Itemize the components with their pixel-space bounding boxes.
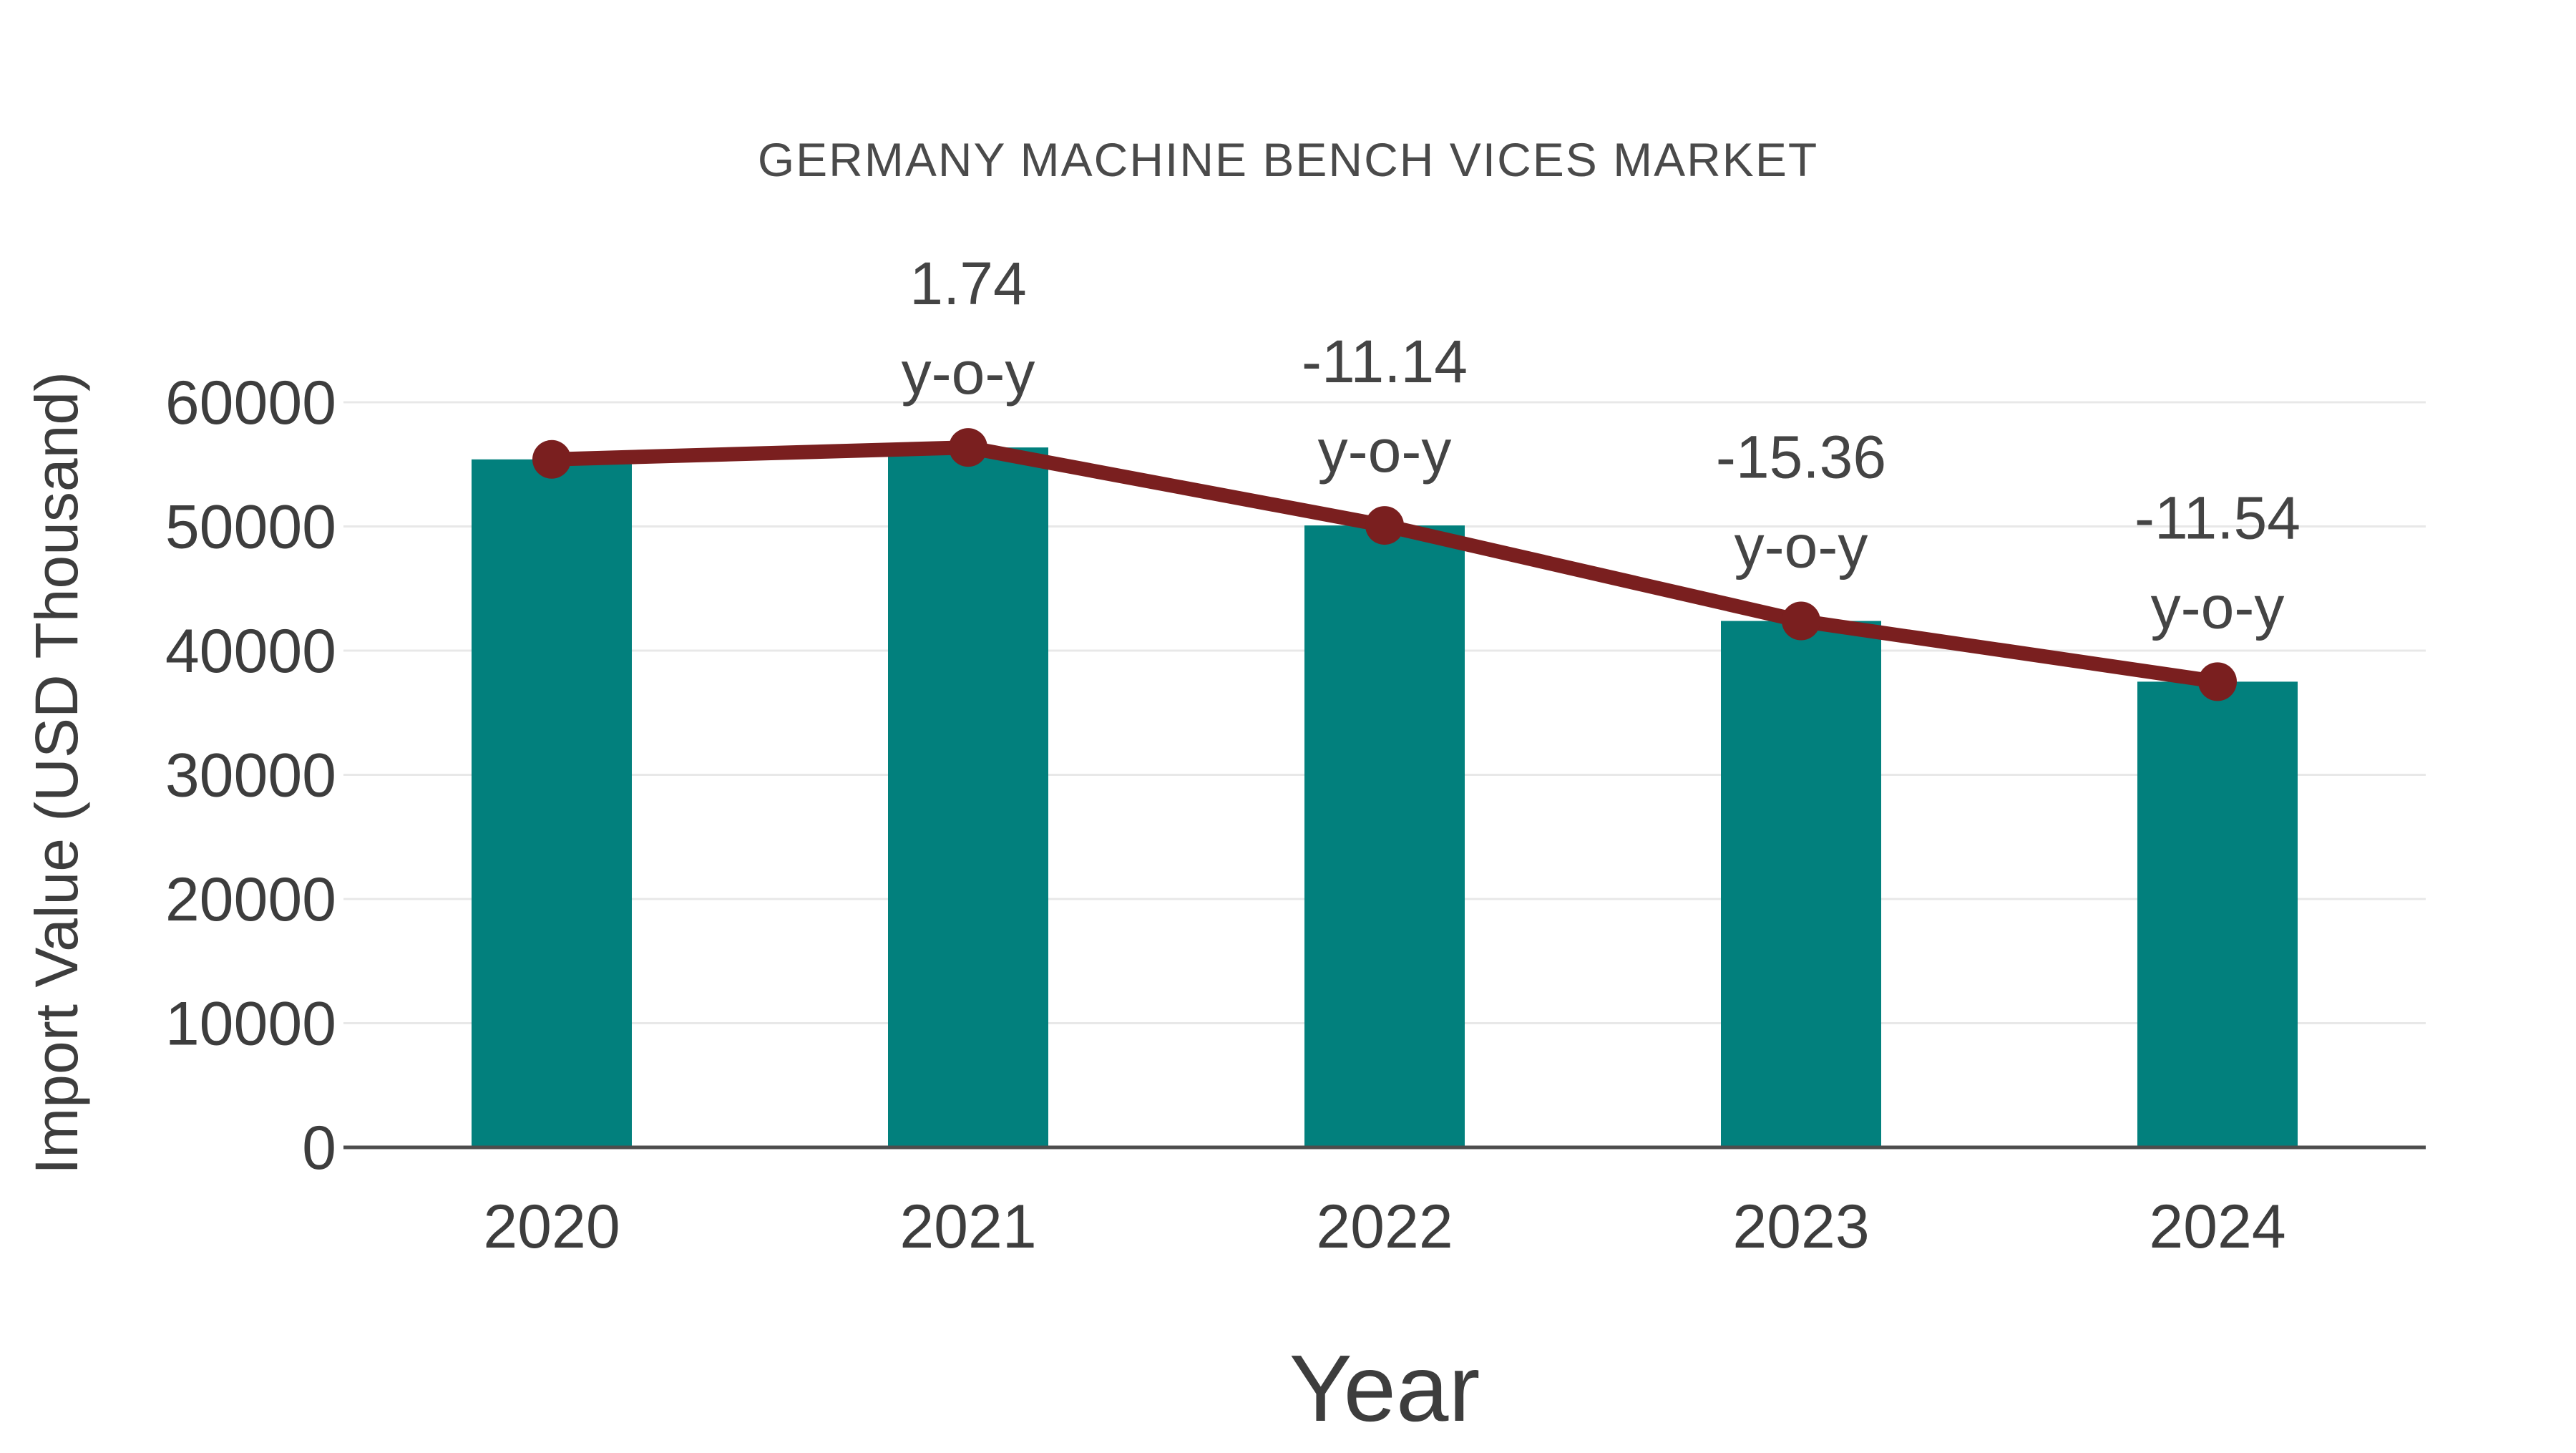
y-tick-label-20000: 20000 [165, 865, 336, 934]
annotation-value-2024: -11.54 [2135, 484, 2301, 551]
x-tick-labels: 2020 2021 2022 2023 2024 [483, 1192, 2285, 1261]
y-tick-label-40000: 40000 [165, 617, 336, 686]
marker-2020 [532, 439, 571, 479]
x-tick-label-2020: 2020 [483, 1192, 620, 1261]
annotation-value-2022: -11.14 [1302, 328, 1468, 395]
bar-2021 [888, 447, 1048, 1147]
chart-title: GERMANY MACHINE BENCH VICES MARKET [758, 133, 1818, 186]
y-tick-label-60000: 60000 [165, 369, 336, 437]
bar-2020 [472, 459, 632, 1147]
annotation-value-2023: -15.36 [1716, 424, 1886, 491]
marker-2023 [1782, 601, 1820, 641]
yoy-annotations: 1.74 y-o-y -11.14 y-o-y -15.36 y-o-y -11.54 y-o… [902, 250, 2301, 641]
annotation-suffix-2023: y-o-y [1735, 513, 1868, 580]
y-axis-title: Import Value (USD Thousand) [23, 371, 90, 1175]
marker-2024 [2198, 662, 2237, 701]
bar-2024 [2137, 681, 2298, 1147]
annotation-suffix-2024: y-o-y [2151, 573, 2285, 641]
x-axis-title: Year [1289, 1336, 1480, 1441]
line-series [532, 428, 2237, 701]
annotation-suffix-2021: y-o-y [902, 339, 1035, 407]
bar-2023 [1721, 621, 1881, 1147]
y-tick-label-50000: 50000 [165, 493, 336, 562]
marker-2021 [949, 428, 987, 467]
y-tick-label-30000: 30000 [165, 742, 336, 810]
annotation-value-2021: 1.74 [909, 250, 1027, 317]
y-tick-labels: 0 10000 20000 30000 40000 50000 60000 [165, 369, 336, 1182]
x-tick-label-2021: 2021 [899, 1192, 1036, 1261]
x-tick-label-2024: 2024 [2149, 1192, 2285, 1261]
y-tick-label-0: 0 [302, 1114, 336, 1182]
x-tick-label-2022: 2022 [1316, 1192, 1453, 1261]
bar-series [472, 447, 2298, 1147]
annotation-suffix-2022: y-o-y [1318, 417, 1452, 485]
bar-2022 [1304, 525, 1465, 1147]
x-tick-label-2023: 2023 [1732, 1192, 1869, 1261]
y-tick-label-10000: 10000 [165, 990, 336, 1059]
marker-2022 [1365, 506, 1404, 545]
